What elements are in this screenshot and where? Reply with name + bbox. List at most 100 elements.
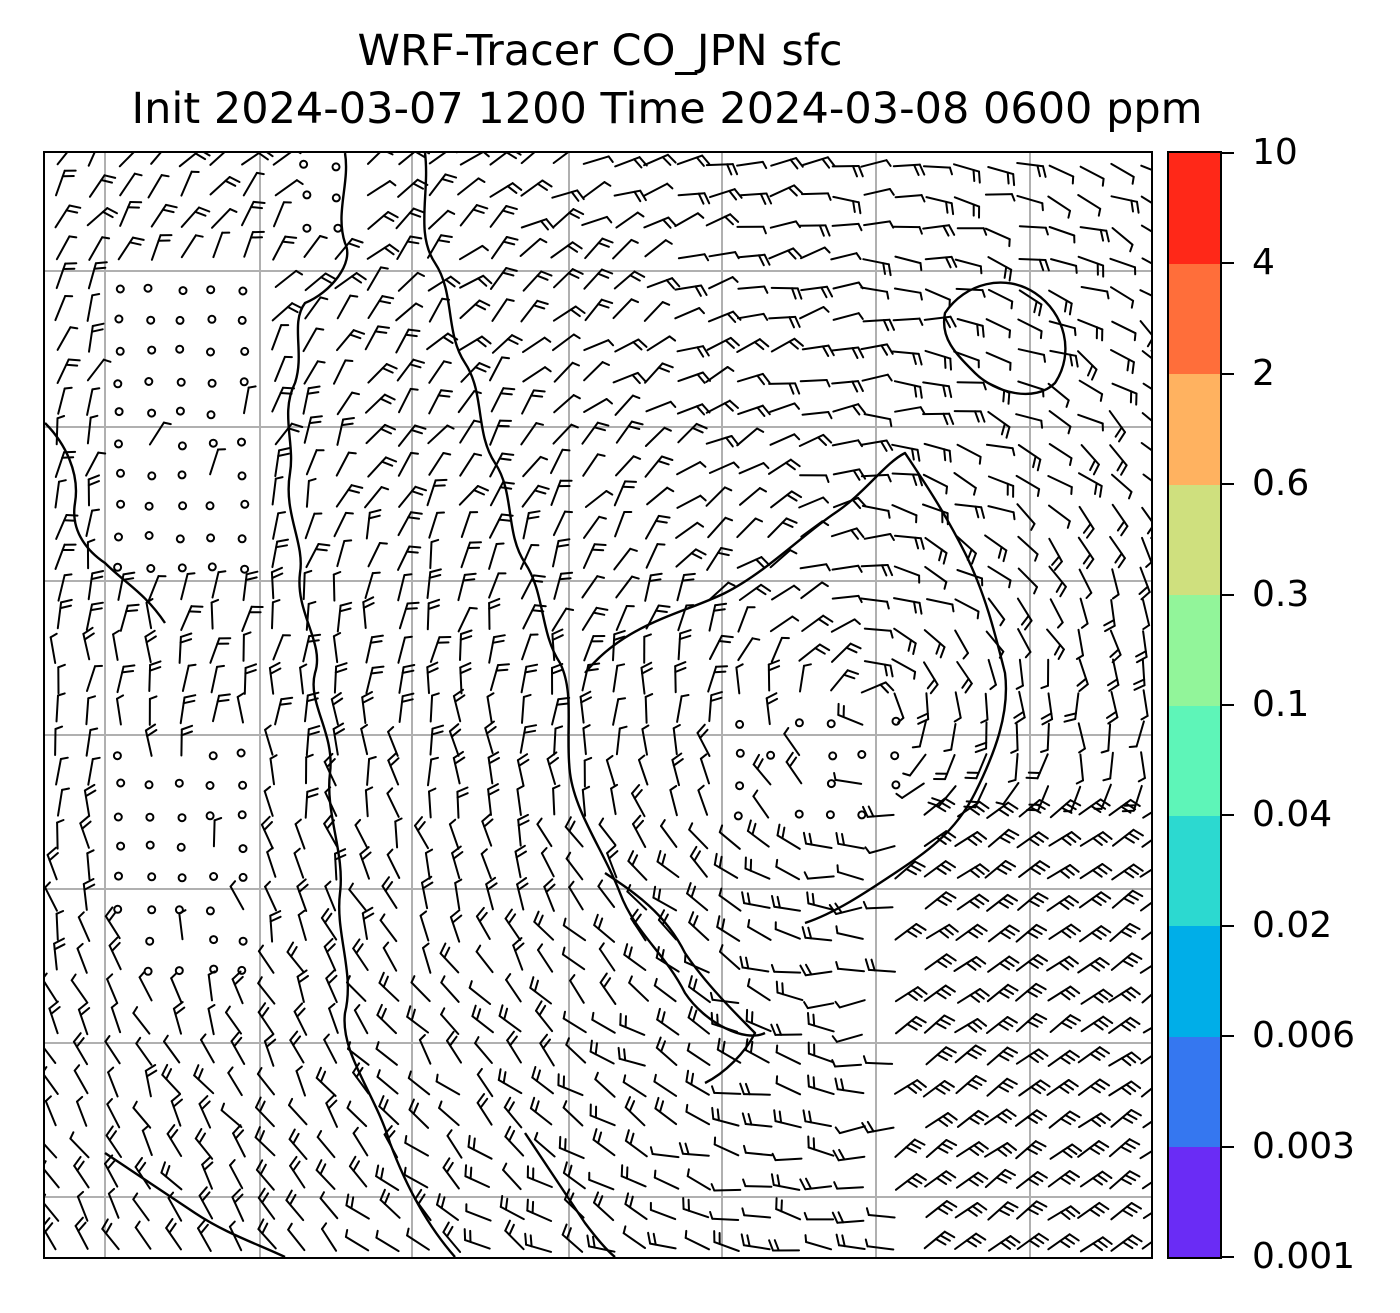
wind-barb <box>835 925 864 940</box>
wind-barb <box>303 415 323 444</box>
wind-barb <box>304 787 319 819</box>
wind-barb <box>145 598 154 630</box>
wind-barb <box>304 272 337 292</box>
wind-barb <box>397 635 413 664</box>
wind-barb <box>954 1202 988 1219</box>
wind-barb <box>489 481 515 507</box>
wind-barb <box>386 848 401 879</box>
wind-barb <box>987 288 1014 310</box>
wind-barb <box>833 1181 864 1190</box>
wind-barb <box>922 1080 955 1098</box>
wind-barb <box>375 1229 400 1253</box>
wind-barb <box>770 286 803 300</box>
coastline-korea-west <box>287 153 456 1257</box>
wind-barb <box>497 1068 523 1095</box>
wind-barb <box>1016 1232 1049 1250</box>
calm-wind-circle <box>205 501 215 511</box>
wind-barb <box>212 693 231 723</box>
wind-barb <box>1047 1170 1080 1188</box>
wind-barb <box>640 661 653 695</box>
wind-barb <box>1047 195 1071 219</box>
gridlines <box>45 153 1151 1257</box>
wind-barb <box>197 1218 212 1252</box>
calm-wind-circle <box>114 439 123 449</box>
wind-barb <box>147 575 167 602</box>
wind-barb <box>86 849 95 881</box>
wind-barb <box>335 484 364 508</box>
wind-barb <box>676 461 707 476</box>
wind-barb <box>1049 799 1082 819</box>
wind-barb <box>209 637 232 664</box>
wind-barb <box>77 1001 91 1036</box>
wind-barb <box>705 486 733 507</box>
wind-barb <box>198 1186 214 1220</box>
wind-barb <box>1109 535 1126 569</box>
calm-wind-circle <box>238 844 248 854</box>
calm-wind-circle <box>766 750 776 760</box>
wind-barb <box>178 909 187 941</box>
wind-barb <box>807 1074 835 1096</box>
wind-barb <box>583 361 610 382</box>
wind-barb <box>591 1011 616 1034</box>
wind-barb <box>553 268 584 289</box>
wind-barb <box>316 1130 336 1159</box>
wind-barb <box>323 937 337 972</box>
wind-barb <box>674 284 708 297</box>
wind-barb <box>505 973 522 1003</box>
wind-barb <box>429 724 445 756</box>
wind-barb <box>775 1075 802 1096</box>
wind-barb <box>987 505 1016 521</box>
wind-barb <box>922 412 955 426</box>
wind-barb <box>346 975 367 1002</box>
colorbar-tick <box>1222 924 1234 927</box>
wind-barb <box>1077 1046 1110 1064</box>
wind-barb <box>623 943 647 971</box>
wind-barb <box>832 1148 866 1162</box>
map-panel <box>43 151 1153 1259</box>
wind-barb <box>1142 1212 1151 1220</box>
wind-barb <box>1017 628 1032 659</box>
wind-barb <box>557 1073 584 1097</box>
wind-barb <box>1015 1013 1048 1033</box>
wind-barb <box>148 421 172 446</box>
wind-barb <box>86 538 96 570</box>
wind-barb <box>862 258 892 277</box>
wind-barb <box>985 443 1016 457</box>
calm-wind-circle <box>207 314 217 324</box>
wind-barb <box>643 182 674 197</box>
wind-barb <box>395 328 421 354</box>
wind-barb <box>612 371 647 385</box>
wind-barb <box>831 346 865 359</box>
wind-barb <box>676 694 690 723</box>
wind-barb <box>582 155 614 165</box>
calm-wind-circle <box>238 286 248 296</box>
wind-barb <box>1077 413 1104 432</box>
wind-barb <box>361 691 374 724</box>
wind-barb <box>986 983 1019 1003</box>
wind-barb <box>54 295 74 322</box>
wind-barb <box>73 1155 90 1189</box>
wind-barb <box>535 1000 554 1033</box>
wind-barb <box>835 961 865 973</box>
wind-barb <box>150 153 162 165</box>
wind-barb <box>303 235 328 258</box>
wind-barb <box>612 629 626 662</box>
wind-barb <box>1141 257 1151 265</box>
wind-barb <box>769 220 801 229</box>
wind-barb <box>770 490 803 509</box>
wind-barb <box>923 830 957 847</box>
wind-barb <box>699 753 710 785</box>
wind-barb <box>489 452 515 478</box>
wind-barb <box>831 380 864 393</box>
wind-barb <box>737 637 761 662</box>
wind-barb <box>302 569 313 601</box>
wind-barb <box>516 877 529 911</box>
calm-wind-circle <box>826 719 836 729</box>
wind-barb <box>55 692 66 723</box>
calm-wind-circle <box>177 441 187 451</box>
wind-barb <box>394 817 403 849</box>
wind-barb <box>1077 722 1086 754</box>
wind-barb <box>863 188 895 196</box>
coastline-south-islands <box>104 1152 286 1257</box>
wind-barb <box>708 691 723 723</box>
